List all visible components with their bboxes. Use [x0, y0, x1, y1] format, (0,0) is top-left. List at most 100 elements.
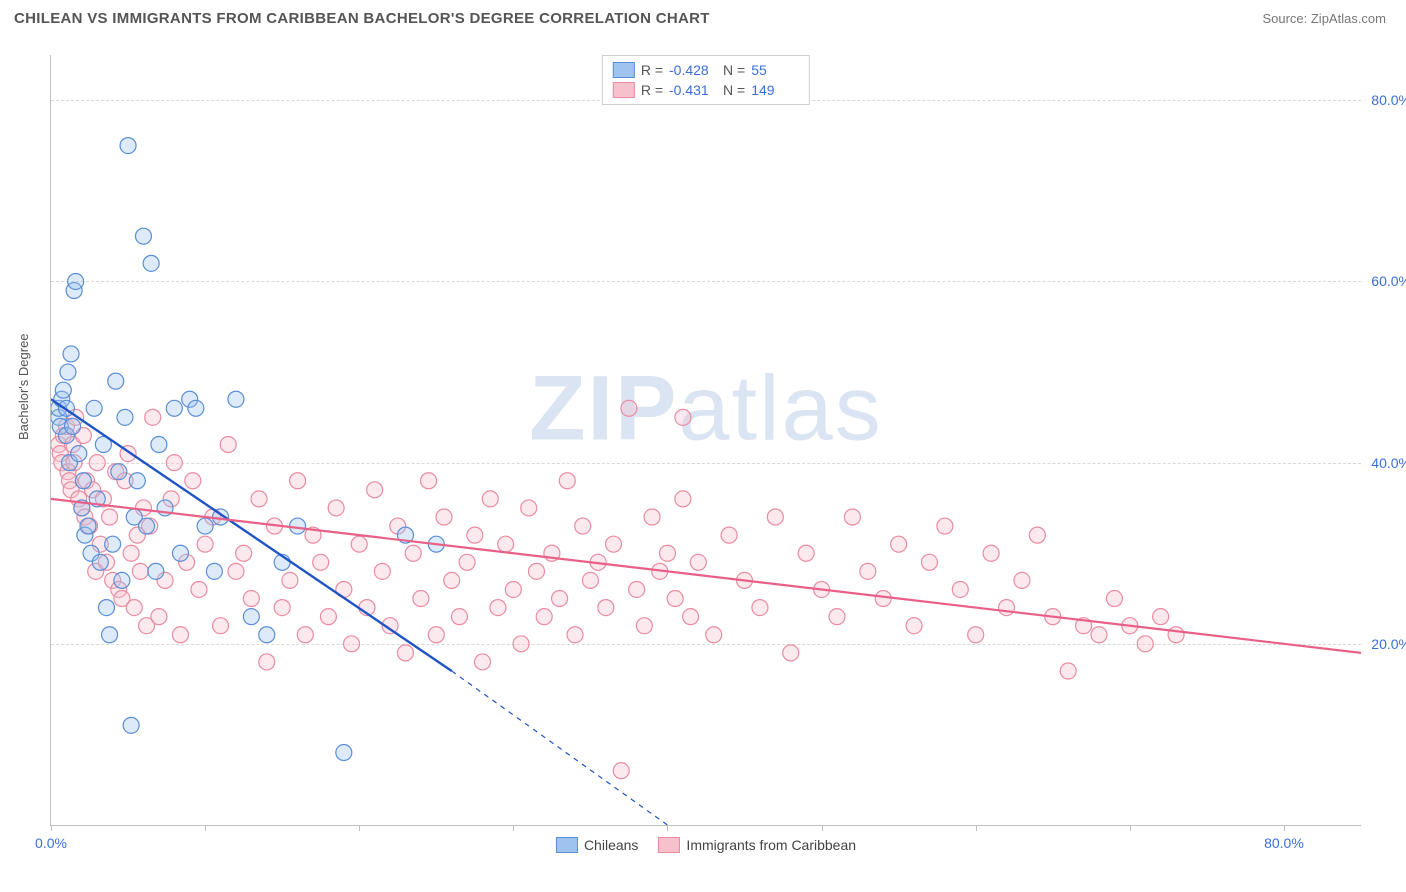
scatter-point	[798, 545, 814, 561]
legend-stats-row-0: R = -0.428 N = 55	[613, 60, 799, 80]
y-axis-label: Bachelor's Degree	[16, 333, 31, 440]
scatter-point	[117, 409, 133, 425]
legend-stats-box: R = -0.428 N = 55 R = -0.431 N = 149	[602, 55, 810, 105]
scatter-point	[721, 527, 737, 543]
scatter-point	[236, 545, 252, 561]
ytick-label: 20.0%	[1365, 636, 1406, 652]
legend-stats-row-1: R = -0.431 N = 149	[613, 80, 799, 100]
r-label-0: R =	[641, 62, 663, 78]
scatter-point	[98, 600, 114, 616]
scatter-point	[644, 509, 660, 525]
scatter-point	[143, 255, 159, 271]
legend-bottom-swatch-0	[556, 837, 578, 853]
scatter-point	[123, 545, 139, 561]
scatter-point	[1153, 609, 1169, 625]
scatter-point	[185, 473, 201, 489]
scatter-point	[228, 391, 244, 407]
xtick	[976, 825, 977, 831]
xtick	[822, 825, 823, 831]
scatter-point	[490, 600, 506, 616]
r-value-1: -0.431	[669, 82, 717, 98]
scatter-point	[102, 627, 118, 643]
scatter-point	[80, 518, 96, 534]
n-label-0: N =	[723, 62, 745, 78]
scatter-point	[172, 627, 188, 643]
chart-plot-area: ZIPatlas R = -0.428 N = 55 R = -0.431 N …	[50, 55, 1361, 826]
scatter-point	[274, 600, 290, 616]
scatter-point	[259, 654, 275, 670]
scatter-point	[166, 455, 182, 471]
legend-swatch-1	[613, 82, 635, 98]
n-value-1: 149	[751, 82, 799, 98]
scatter-point	[621, 400, 637, 416]
scatter-point	[829, 609, 845, 625]
scatter-point	[191, 581, 207, 597]
scatter-point	[206, 563, 222, 579]
scatter-point	[259, 627, 275, 643]
scatter-point	[75, 473, 91, 489]
scatter-point	[906, 618, 922, 634]
scatter-point	[613, 763, 629, 779]
scatter-point	[421, 473, 437, 489]
xtick	[359, 825, 360, 831]
scatter-point	[328, 500, 344, 516]
scatter-point	[690, 554, 706, 570]
scatter-point	[675, 409, 691, 425]
legend-item-0: Chileans	[556, 837, 638, 853]
scatter-point	[166, 400, 182, 416]
ytick-label: 80.0%	[1365, 92, 1406, 108]
scatter-point	[351, 536, 367, 552]
scatter-point	[60, 364, 76, 380]
scatter-point	[467, 527, 483, 543]
scatter-point	[475, 654, 491, 670]
xtick	[1284, 825, 1285, 831]
scatter-point	[675, 491, 691, 507]
scatter-point	[937, 518, 953, 534]
scatter-point	[1060, 663, 1076, 679]
scatter-point	[629, 581, 645, 597]
xtick-label: 80.0%	[1264, 835, 1304, 851]
scatter-point	[428, 627, 444, 643]
scatter-point	[114, 572, 130, 588]
scatter-point	[606, 536, 622, 552]
scatter-point	[444, 572, 460, 588]
header: CHILEAN VS IMMIGRANTS FROM CARIBBEAN BAC…	[0, 0, 1406, 33]
scatter-point	[505, 581, 521, 597]
scatter-point	[552, 591, 568, 607]
source-attribution: Source: ZipAtlas.com	[1262, 11, 1386, 26]
scatter-point	[243, 609, 259, 625]
n-value-0: 55	[751, 62, 799, 78]
legend-label-0: Chileans	[584, 837, 638, 853]
scatter-point	[367, 482, 383, 498]
scatter-point	[413, 591, 429, 607]
scatter-point	[783, 645, 799, 661]
scatter-point	[145, 409, 161, 425]
scatter-point	[1091, 627, 1107, 643]
scatter-point	[320, 609, 336, 625]
scatter-point	[582, 572, 598, 588]
scatter-point	[135, 228, 151, 244]
scatter-point	[105, 536, 121, 552]
scatter-point	[459, 554, 475, 570]
scatter-point	[767, 509, 783, 525]
scatter-point	[575, 518, 591, 534]
scatter-point	[667, 591, 683, 607]
scatter-point	[148, 563, 164, 579]
scatter-point	[111, 464, 127, 480]
scatter-point	[1168, 627, 1184, 643]
scatter-point	[482, 491, 498, 507]
scatter-point	[1029, 527, 1045, 543]
scatter-point	[92, 554, 108, 570]
scatter-point	[129, 473, 145, 489]
legend-bottom-swatch-1	[658, 837, 680, 853]
scatter-point	[860, 563, 876, 579]
scatter-point	[197, 536, 213, 552]
scatter-point	[228, 563, 244, 579]
scatter-point	[683, 609, 699, 625]
scatter-point	[405, 545, 421, 561]
scatter-point	[968, 627, 984, 643]
scatter-point	[213, 618, 229, 634]
scatter-point	[290, 518, 306, 534]
scatter-point	[1137, 636, 1153, 652]
scatter-point	[567, 627, 583, 643]
